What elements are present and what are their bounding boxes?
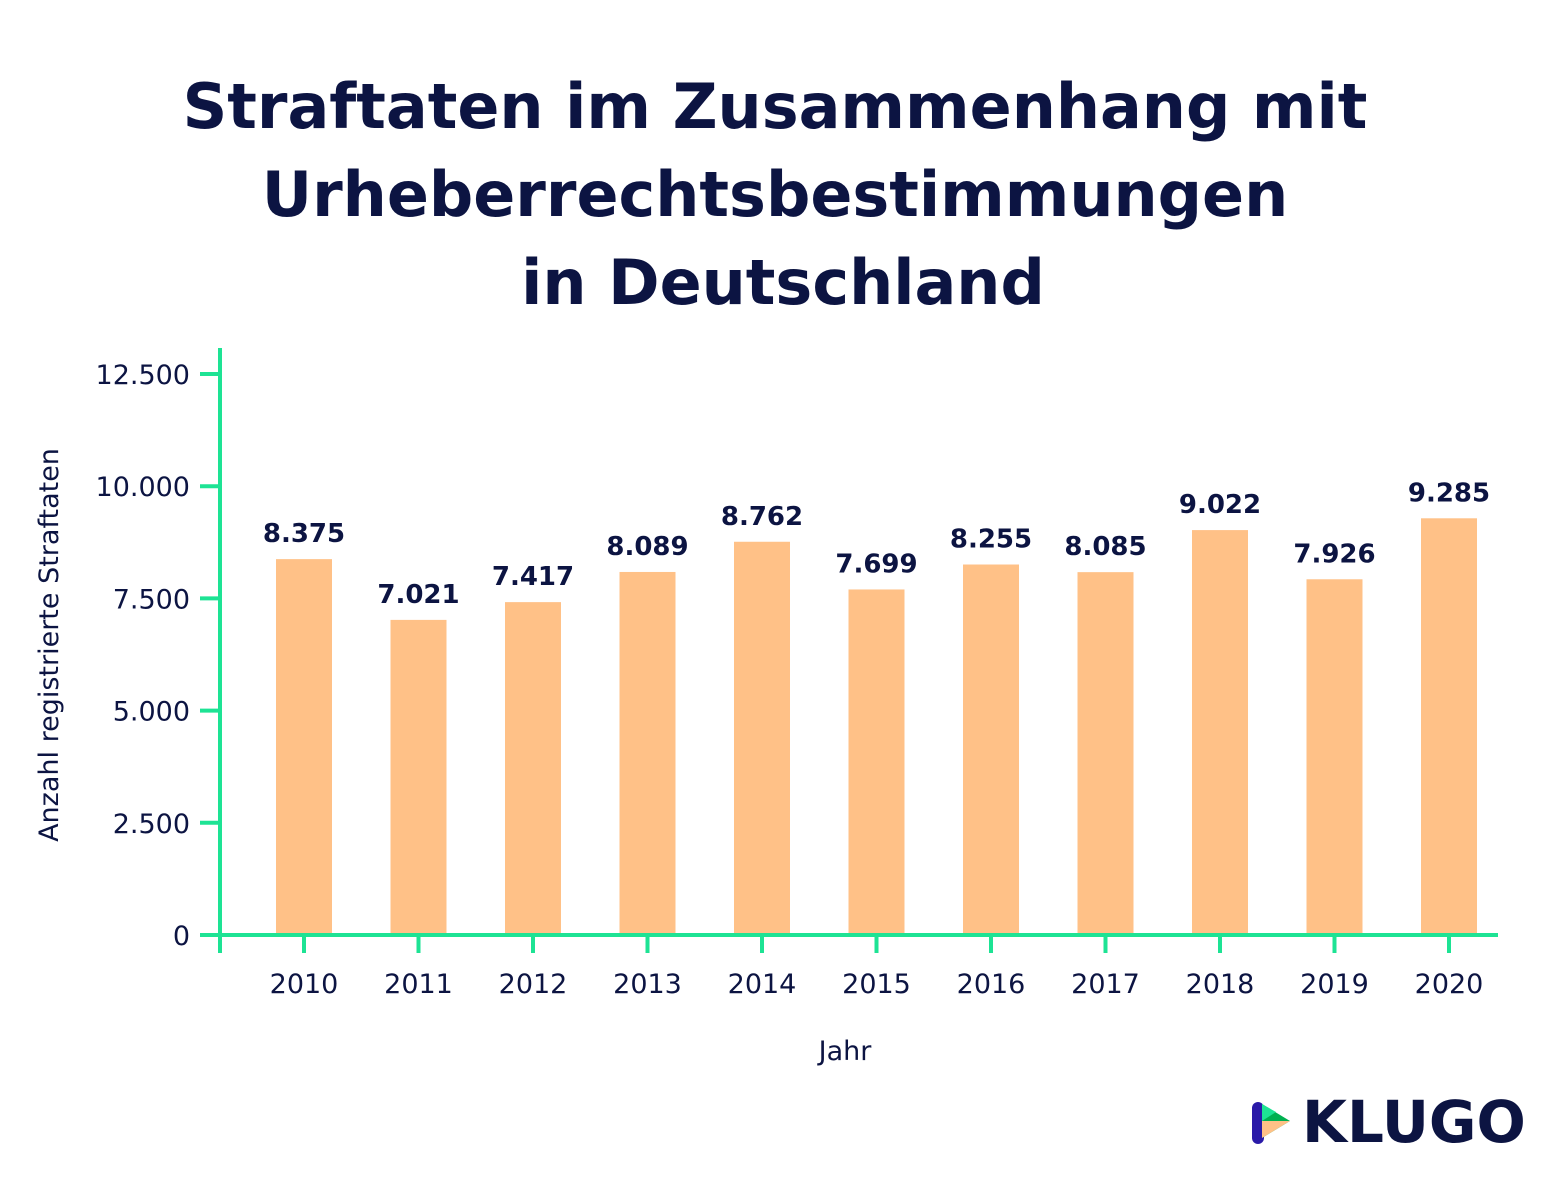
y-tick-label: 12.500 [96, 360, 190, 391]
bar-2012 [505, 602, 561, 935]
x-tick-label: 2020 [1415, 969, 1484, 1000]
data-label-2019: 7.926 [1293, 539, 1375, 569]
data-label-2013: 8.089 [606, 532, 688, 562]
x-tick-label: 2017 [1071, 969, 1140, 1000]
y-tick-label: 7.500 [113, 584, 190, 615]
bar-2017 [1077, 572, 1134, 935]
data-label-2011: 7.021 [377, 580, 459, 610]
data-label-2020: 9.285 [1408, 478, 1490, 508]
data-label-2012: 7.417 [492, 562, 574, 592]
chart-title-line-2: Urheberrechtsbestimmungen [262, 158, 1288, 231]
y-tick-label: 5.000 [113, 697, 190, 728]
chart-title-line-3: in Deutschland [521, 246, 1045, 319]
play-icon [1252, 1102, 1290, 1144]
bar-2014 [734, 541, 790, 935]
bar-2019 [1306, 579, 1363, 935]
bar-2013 [619, 571, 676, 935]
x-tick-label: 2019 [1300, 969, 1369, 1000]
x-tick-label: 2014 [728, 969, 797, 1000]
data-label-2018: 9.022 [1179, 490, 1261, 520]
bar-2010 [276, 559, 332, 935]
x-tick-label: 2013 [613, 969, 682, 1000]
data-label-2015: 7.699 [835, 549, 917, 579]
y-axis-label: Anzahl registrierte Straftaten [34, 448, 65, 842]
data-label-2016: 8.255 [950, 525, 1032, 555]
bar-2011 [390, 619, 447, 935]
x-tick-label: 2016 [957, 969, 1026, 1000]
x-tick-label: 2015 [842, 969, 911, 1000]
x-tick-label: 2018 [1186, 969, 1255, 1000]
data-label-2017: 8.085 [1064, 532, 1146, 562]
x-tick-label: 2010 [270, 969, 339, 1000]
bar-2018 [1192, 530, 1248, 935]
chart-title-line-1: Straftaten im Zusammenhang mit [183, 70, 1368, 143]
data-label-2014: 8.762 [721, 502, 803, 532]
x-axis-label: Jahr [817, 1036, 873, 1067]
data-label-2010: 8.375 [263, 519, 345, 549]
logo-text: KLUGO [1302, 1088, 1526, 1156]
klugo-logo: KLUGO [1252, 1088, 1526, 1156]
y-tick-label: 0 [173, 921, 190, 952]
bar-2020 [1421, 518, 1477, 935]
y-tick-label: 2.500 [113, 809, 190, 840]
bar-2015 [848, 589, 905, 935]
x-tick-label: 2011 [384, 969, 453, 1000]
x-tick-label: 2012 [499, 969, 568, 1000]
y-tick-label: 10.000 [96, 472, 190, 503]
bar-2016 [963, 564, 1019, 935]
